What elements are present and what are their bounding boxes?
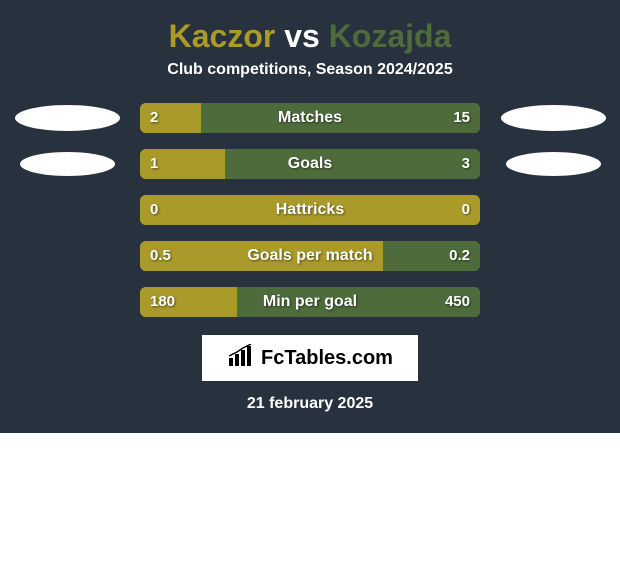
- player1-badge-slot: [12, 105, 122, 131]
- player2-badge: [506, 152, 601, 176]
- player1-badge: [20, 152, 115, 176]
- comparison-card: Kaczor vs Kozajda Club competitions, Sea…: [0, 0, 620, 433]
- stat-label: Matches: [140, 103, 480, 133]
- player1-name: Kaczor: [169, 18, 276, 54]
- stat-label: Hattricks: [140, 195, 480, 225]
- stat-bar: 00Hattricks: [140, 195, 480, 225]
- player2-badge-slot: [498, 152, 608, 176]
- stat-label: Goals per match: [140, 241, 480, 271]
- stats-container: 215Matches 13Goals 00Hattricks 0.50.2Goals …: [0, 103, 620, 317]
- stat-bar: 215Matches: [140, 103, 480, 133]
- blank-area: [0, 433, 620, 573]
- chart-icon: [227, 344, 255, 373]
- stat-row: 180450Min per goal: [0, 287, 620, 317]
- player1-badge-slot: [12, 152, 122, 176]
- stat-row: 00Hattricks: [0, 195, 620, 225]
- stat-bar: 13Goals: [140, 149, 480, 179]
- stat-bar: 180450Min per goal: [140, 287, 480, 317]
- vs-text: vs: [284, 18, 320, 54]
- date-text: 21 february 2025: [0, 395, 620, 413]
- player2-name: Kozajda: [329, 18, 452, 54]
- subtitle: Club competitions, Season 2024/2025: [0, 61, 620, 79]
- stat-row: 215Matches: [0, 103, 620, 133]
- page-title: Kaczor vs Kozajda: [0, 18, 620, 55]
- branding-text: FcTables.com: [261, 347, 393, 370]
- stat-row: 0.50.2Goals per match: [0, 241, 620, 271]
- player1-badge: [15, 105, 120, 131]
- player2-badge: [501, 105, 606, 131]
- stat-bar: 0.50.2Goals per match: [140, 241, 480, 271]
- stat-label: Goals: [140, 149, 480, 179]
- stat-row: 13Goals: [0, 149, 620, 179]
- stat-label: Min per goal: [140, 287, 480, 317]
- player2-badge-slot: [498, 105, 608, 131]
- branding-box[interactable]: FcTables.com: [202, 335, 418, 381]
